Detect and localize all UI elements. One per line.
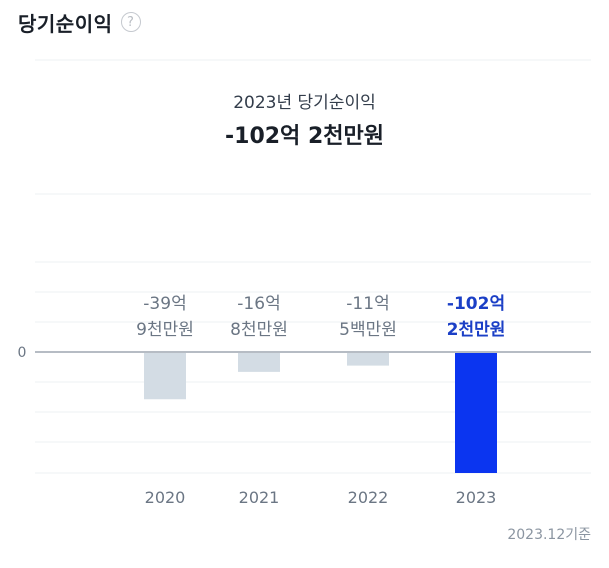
help-icon[interactable]: ?: [120, 12, 141, 32]
value-label-2023-line2: 2천만원: [447, 320, 506, 340]
bar-2021: [238, 353, 280, 372]
value-label-2021-line2: 8천만원: [230, 320, 288, 340]
value-label-2021-line1: -16억: [237, 294, 280, 314]
summary-value: -102억 2천만원: [225, 124, 384, 149]
card-title: 당기순이익: [18, 11, 113, 36]
x-tick-2022: 2022: [348, 488, 389, 507]
bar-2022: [347, 353, 389, 366]
bar-2023: [455, 353, 497, 473]
value-label-2020-line1: -39억: [143, 294, 186, 314]
card-header: 당기순이익 ?: [18, 4, 141, 40]
summary-label: 2023년 당기순이익: [233, 93, 376, 113]
bar-2020: [144, 353, 186, 400]
as-of-date: 2023.12기준: [507, 527, 591, 543]
value-label-2023-line1: -102억: [447, 294, 505, 314]
value-label-2022-line1: -11억: [346, 294, 389, 314]
x-tick-2021: 2021: [239, 488, 280, 507]
value-label-2020-line2: 9천만원: [136, 320, 194, 340]
x-tick-2020: 2020: [145, 488, 186, 507]
zero-label: 0: [18, 345, 27, 361]
x-tick-2023: 2023: [456, 488, 497, 507]
value-label-2022-line2: 5백만원: [339, 320, 397, 340]
